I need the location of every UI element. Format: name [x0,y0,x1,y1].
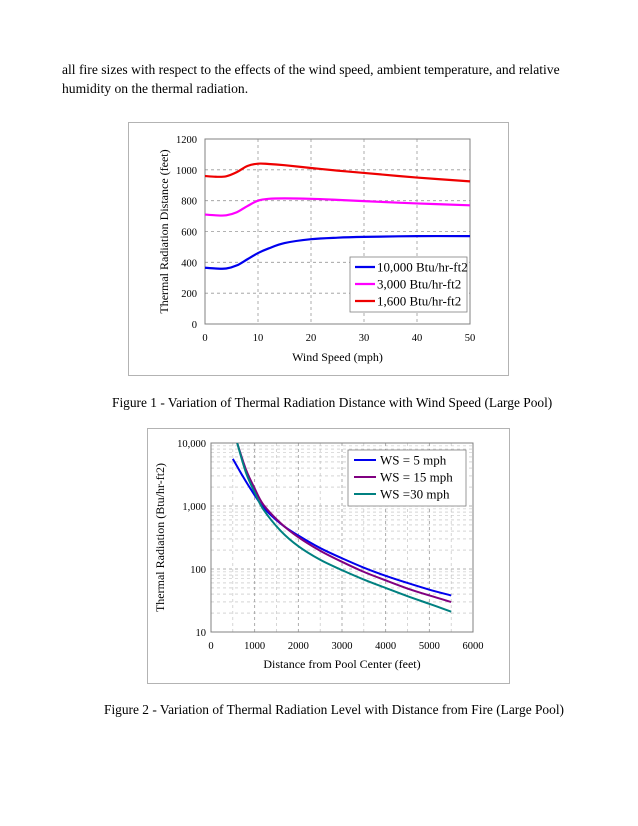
legend-label-3: WS =30 mph [380,487,450,502]
y-tick-label: 1000 [176,166,197,177]
y-tick-label: 800 [181,197,197,208]
legend-label-2: 3,000 Btu/hr-ft2 [377,277,461,292]
x-tick-label: 3000 [332,641,353,652]
x-tick-label: 20 [306,333,317,344]
x-tick-label: 0 [202,333,207,344]
x-tick-label: 1000 [244,641,265,652]
x-tick-label: 0 [208,641,213,652]
x-axis-label: Distance from Pool Center (feet) [263,657,420,671]
x-tick-label: 6000 [463,641,484,652]
x-tick-label: 50 [465,333,476,344]
series-line-3 [204,162,471,183]
series-line-3 [236,443,452,613]
y-tick-label: 400 [181,258,197,269]
y-axis-label: Thermal Radiation (Btu/hr-ft2) [153,463,167,612]
plot-frame [210,442,474,633]
figure2-svg: 0 1000 2000 3000 4000 5000 6000 10 100 1,000 10,00… [153,439,484,671]
series-line-2 [236,443,452,603]
y-tick-label: 0 [192,320,197,331]
figure1-svg: 0 10 20 30 40 50 0 200 400 600 800 1000 1200 Wind Spe… [157,135,476,364]
series-line-1 [231,458,452,597]
legend-label-3: 1,600 Btu/hr-ft2 [377,294,461,309]
intro-paragraph: all fire sizes with respect to the effec… [62,62,560,96]
legend-label-1: WS = 5 mph [380,453,447,468]
y-tick-label: 100 [190,565,206,576]
x-axis-label: Wind Speed (mph) [292,350,383,364]
y-tick-label: 10 [196,628,207,639]
figure2-chart: 0 1000 2000 3000 4000 5000 6000 10 100 1,000 10,00… [147,428,510,684]
figure1-caption: Figure 1 - Variation of Thermal Radiatio… [112,395,553,410]
x-tick-label: 5000 [419,641,440,652]
x-tick-label: 4000 [375,641,396,652]
series-line-1 [204,234,471,270]
y-tick-label: 600 [181,228,197,239]
y-axis-label: Thermal Radiation Distance (feet) [157,149,171,313]
x-tick-label: 40 [412,333,423,344]
figure2-caption: Figure 2 - Variation of Thermal Radiatio… [104,702,565,717]
x-tick-label: 30 [359,333,370,344]
y-tick-label: 1200 [176,135,197,146]
plot-frame [204,138,471,325]
figure1-chart: 0 10 20 30 40 50 0 200 400 600 800 1000 1200 Wind Spe… [128,122,509,376]
y-tick-label: 200 [181,289,197,300]
legend-label-1: 10,000 Btu/hr-ft2 [377,260,468,275]
y-tick-label: 10,000 [177,439,206,450]
legend-label-2: WS = 15 mph [380,470,453,485]
x-tick-label: 2000 [288,641,309,652]
x-tick-label: 10 [253,333,264,344]
y-tick-label: 1,000 [182,502,206,513]
series-line-2 [204,197,471,217]
